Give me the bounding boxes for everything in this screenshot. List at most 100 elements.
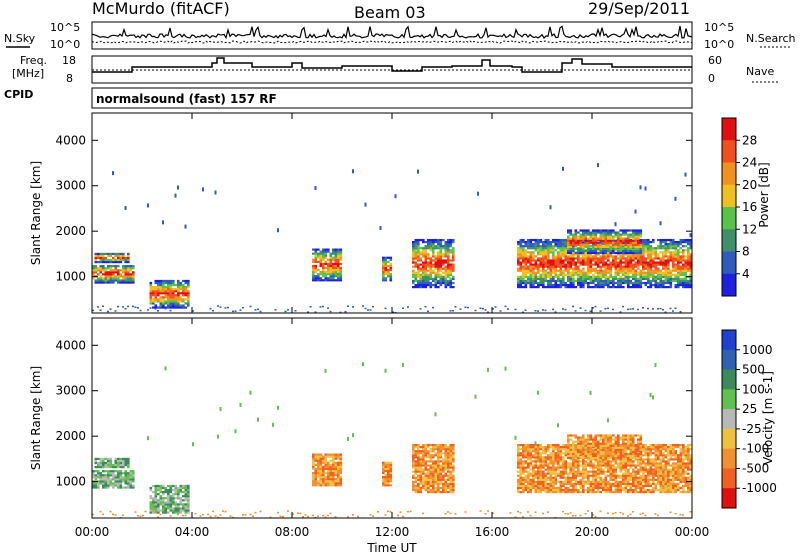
heatmap-cell xyxy=(539,241,543,244)
heatmap-cell xyxy=(537,458,540,461)
heatmap-cell xyxy=(579,448,583,451)
heatmap-cell xyxy=(447,279,450,283)
heatmap-cell xyxy=(164,509,168,512)
heatmap-cell xyxy=(677,241,680,244)
heatmap-cell xyxy=(139,515,142,518)
heatmap-cell xyxy=(152,286,155,289)
heatmap-cell xyxy=(527,452,530,455)
heatmap-cell xyxy=(362,362,364,367)
heatmap-cell xyxy=(337,478,340,481)
heatmap-cell xyxy=(557,466,560,469)
heatmap-cell xyxy=(612,231,615,234)
heatmap-cell xyxy=(439,443,443,447)
heatmap-cell xyxy=(159,499,163,502)
heatmap-cell xyxy=(629,245,633,248)
heatmap-cell xyxy=(447,450,450,453)
heatmap-cell xyxy=(177,296,180,299)
heatmap-cell xyxy=(567,279,570,283)
heatmap-cell xyxy=(339,262,343,266)
heatmap-cell xyxy=(632,275,635,278)
heatmap-cell xyxy=(667,271,670,274)
heatmap-cell xyxy=(572,460,575,463)
heatmap-cell xyxy=(687,241,690,244)
heatmap-cell xyxy=(557,245,560,248)
heatmap-cell xyxy=(444,265,448,268)
heatmap-cell xyxy=(437,286,440,289)
heatmap-cell xyxy=(574,472,578,475)
heatmap-cell xyxy=(584,237,588,240)
heatmap-cell xyxy=(559,448,563,451)
heatmap-cell xyxy=(542,474,545,477)
heatmap-cell xyxy=(122,252,125,256)
heatmap-cell xyxy=(572,462,575,465)
heatmap-cell xyxy=(557,263,560,266)
heatmap-cell xyxy=(179,486,183,490)
heatmap-cell xyxy=(577,277,580,281)
heatmap-cell xyxy=(547,472,550,475)
heatmap-cell xyxy=(584,460,588,463)
heatmap-cell xyxy=(329,465,333,468)
heatmap-cell xyxy=(519,462,523,465)
heatmap-cell xyxy=(574,444,578,447)
heatmap-cell xyxy=(299,512,302,515)
heatmap-cell xyxy=(532,470,535,473)
heatmap-cell xyxy=(559,251,563,254)
heatmap-cell xyxy=(652,249,655,252)
heatmap-cell xyxy=(619,480,623,483)
heatmap-cell xyxy=(122,279,125,282)
heatmap-cell xyxy=(129,277,133,280)
heatmap-cell xyxy=(529,458,533,461)
heatmap-cell xyxy=(387,275,390,278)
heatmap-cell xyxy=(617,456,620,460)
heatmap-cell xyxy=(529,472,533,475)
heatmap-cell xyxy=(589,271,593,274)
heatmap-cell xyxy=(172,300,175,303)
heatmap-cell xyxy=(572,450,575,453)
heatmap-cell xyxy=(612,247,615,251)
heatmap-cell xyxy=(629,233,633,236)
heatmap-cell xyxy=(112,269,115,272)
heatmap-cell xyxy=(527,261,530,264)
heatmap-cell xyxy=(452,474,455,477)
heatmap-cell xyxy=(322,465,325,468)
heatmap-cell xyxy=(672,238,675,242)
heatmap-cell xyxy=(542,460,545,463)
heatmap-cell xyxy=(614,241,618,244)
heatmap-cell xyxy=(627,275,630,278)
heatmap-cell xyxy=(529,245,533,248)
heatmap-cell xyxy=(102,476,105,479)
heatmap-cell xyxy=(519,484,523,488)
heatmap-cell xyxy=(117,461,120,465)
heatmap-cell xyxy=(387,478,390,481)
heatmap-cell xyxy=(559,488,563,492)
heatmap-cell xyxy=(539,257,543,260)
heatmap-cell xyxy=(104,258,108,262)
heatmap-cell xyxy=(417,249,420,252)
heatmap-cell xyxy=(172,509,175,512)
heatmap-cell xyxy=(384,461,388,464)
heatmap-cell xyxy=(324,368,327,373)
heatmap-cell xyxy=(599,229,603,232)
heatmap-cell xyxy=(182,283,185,287)
heatmap-cell xyxy=(384,478,388,481)
heatmap-cell xyxy=(427,491,430,494)
heatmap-cell xyxy=(609,468,613,471)
heatmap-cell xyxy=(97,256,100,260)
heatmap-cell xyxy=(614,269,618,272)
heatmap-cell xyxy=(542,275,545,278)
heatmap-cell xyxy=(607,279,610,283)
heatmap-cell xyxy=(549,482,553,486)
heatmap-cell xyxy=(574,436,578,439)
heatmap-cell xyxy=(539,486,543,490)
heatmap-cell xyxy=(317,455,320,458)
heatmap-cell xyxy=(569,512,572,514)
heatmap-cell xyxy=(439,249,443,252)
heatmap-cell xyxy=(629,253,633,256)
heatmap-cell xyxy=(297,512,299,514)
heatmap-cell xyxy=(617,462,620,465)
heatmap-cell xyxy=(429,259,433,262)
heatmap-cell xyxy=(364,202,367,207)
heatmap-cell xyxy=(102,484,105,487)
heatmap-cell xyxy=(557,259,560,262)
heatmap-cell xyxy=(167,507,170,510)
